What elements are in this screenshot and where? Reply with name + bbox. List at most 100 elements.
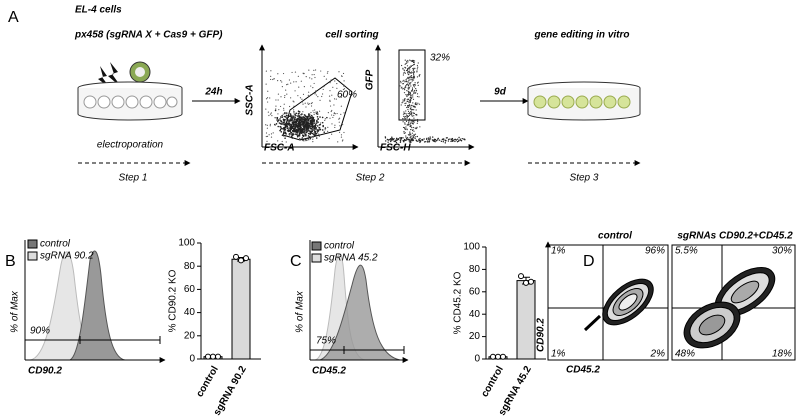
panel-label: B <box>5 253 16 270</box>
flow-dot <box>413 68 415 71</box>
flow-dot <box>319 128 322 131</box>
flow-dot <box>285 141 287 143</box>
flow-dot <box>277 80 279 82</box>
flow-dot <box>309 103 311 105</box>
flow-dot <box>315 137 318 139</box>
flow-dot <box>411 109 413 111</box>
flow-dot <box>416 82 419 84</box>
bar <box>516 280 536 360</box>
flow-dot <box>310 111 312 114</box>
flow-dot <box>298 137 301 139</box>
flow-dot <box>410 124 412 127</box>
flow-dot <box>313 119 315 122</box>
flow-dot <box>313 125 316 127</box>
flow-dot <box>277 119 280 121</box>
flow-dot <box>419 140 422 143</box>
flow-dot <box>405 139 407 141</box>
flow-dot <box>306 129 308 131</box>
flow-dot <box>298 119 301 121</box>
flow-dot <box>410 98 413 100</box>
flow-dot <box>265 124 267 126</box>
flow-dot <box>417 102 419 104</box>
flow-dot <box>428 140 431 142</box>
flow-dot <box>292 133 295 135</box>
flow-dot <box>333 104 335 106</box>
flow-dot <box>310 127 312 130</box>
time-label: 24h <box>204 87 222 98</box>
flow-dot <box>408 82 411 84</box>
flow-dot <box>306 121 308 124</box>
flow-dot <box>400 87 402 89</box>
flow-dot <box>307 103 310 105</box>
flow-dot <box>410 82 412 84</box>
flow-dot <box>405 110 407 112</box>
flow-dot <box>404 112 406 114</box>
flow-dot <box>402 88 404 90</box>
flow-dot <box>338 131 341 133</box>
flow-dot <box>429 136 431 138</box>
flow-dot <box>274 124 276 126</box>
flow-dot <box>411 120 413 122</box>
flow-dot <box>413 136 415 138</box>
flow-dot <box>284 129 287 131</box>
flow-dot <box>311 132 314 135</box>
flow-dot <box>323 86 325 88</box>
flow-dot <box>342 88 345 91</box>
flow-dot <box>308 125 310 128</box>
gate-label: 32% <box>430 53 450 64</box>
flow-dot <box>287 119 290 121</box>
flow-dot <box>413 119 415 121</box>
legend-label: sgRNA 45.2 <box>324 253 378 264</box>
flow-dot <box>294 90 296 92</box>
panel-label: C <box>290 253 302 270</box>
flow-dot <box>300 138 302 140</box>
flow-dot <box>324 127 327 129</box>
flow-dot <box>316 115 319 118</box>
flow-dot <box>283 121 286 123</box>
flow-dot <box>322 124 324 127</box>
flow-dot <box>405 136 407 138</box>
flow-dot <box>415 136 417 138</box>
flow-dot <box>284 96 286 99</box>
flow-dots <box>265 59 466 144</box>
flow-dot <box>306 139 308 142</box>
flow-dot <box>406 60 408 62</box>
flow-dot <box>403 126 405 129</box>
flow-dot <box>289 119 291 121</box>
flow-dot <box>304 124 307 126</box>
flow-dot <box>412 68 414 70</box>
flow-dot <box>307 118 310 121</box>
flow-dot <box>267 90 269 92</box>
flow-dot <box>418 139 421 142</box>
flow-dot <box>407 115 409 117</box>
quadrant-label: 5.5% <box>675 246 698 257</box>
flow-dot <box>312 110 314 112</box>
flow-dot <box>268 114 270 117</box>
flow-dot <box>415 109 417 111</box>
flow-dot <box>269 97 271 99</box>
flow-dot <box>311 124 313 127</box>
flow-dot <box>343 131 345 134</box>
flow-dot <box>408 104 411 106</box>
flow-dot <box>412 76 415 78</box>
flow-dot <box>316 111 319 113</box>
flow-dot <box>453 139 455 141</box>
flow-dot <box>404 81 406 83</box>
flow-dot <box>301 101 304 103</box>
flow-dot <box>313 113 315 116</box>
plot-title: sgRNAs CD90.2+CD45.2 <box>677 231 793 242</box>
flow-dot <box>412 61 415 64</box>
flow-dot <box>303 117 305 120</box>
flow-dot <box>437 139 439 141</box>
flow-dot <box>410 85 412 87</box>
flow-dot <box>266 124 268 127</box>
flow-dot <box>311 102 313 104</box>
replicate-point <box>523 279 529 286</box>
flow-dot <box>303 131 305 133</box>
flow-dot <box>404 132 406 134</box>
flow-dot <box>407 84 409 86</box>
axis-label: CD90.2 <box>28 366 62 377</box>
flow-dot <box>299 125 301 128</box>
flow-dot <box>406 89 408 92</box>
y-tick-label: 0 <box>189 354 195 365</box>
